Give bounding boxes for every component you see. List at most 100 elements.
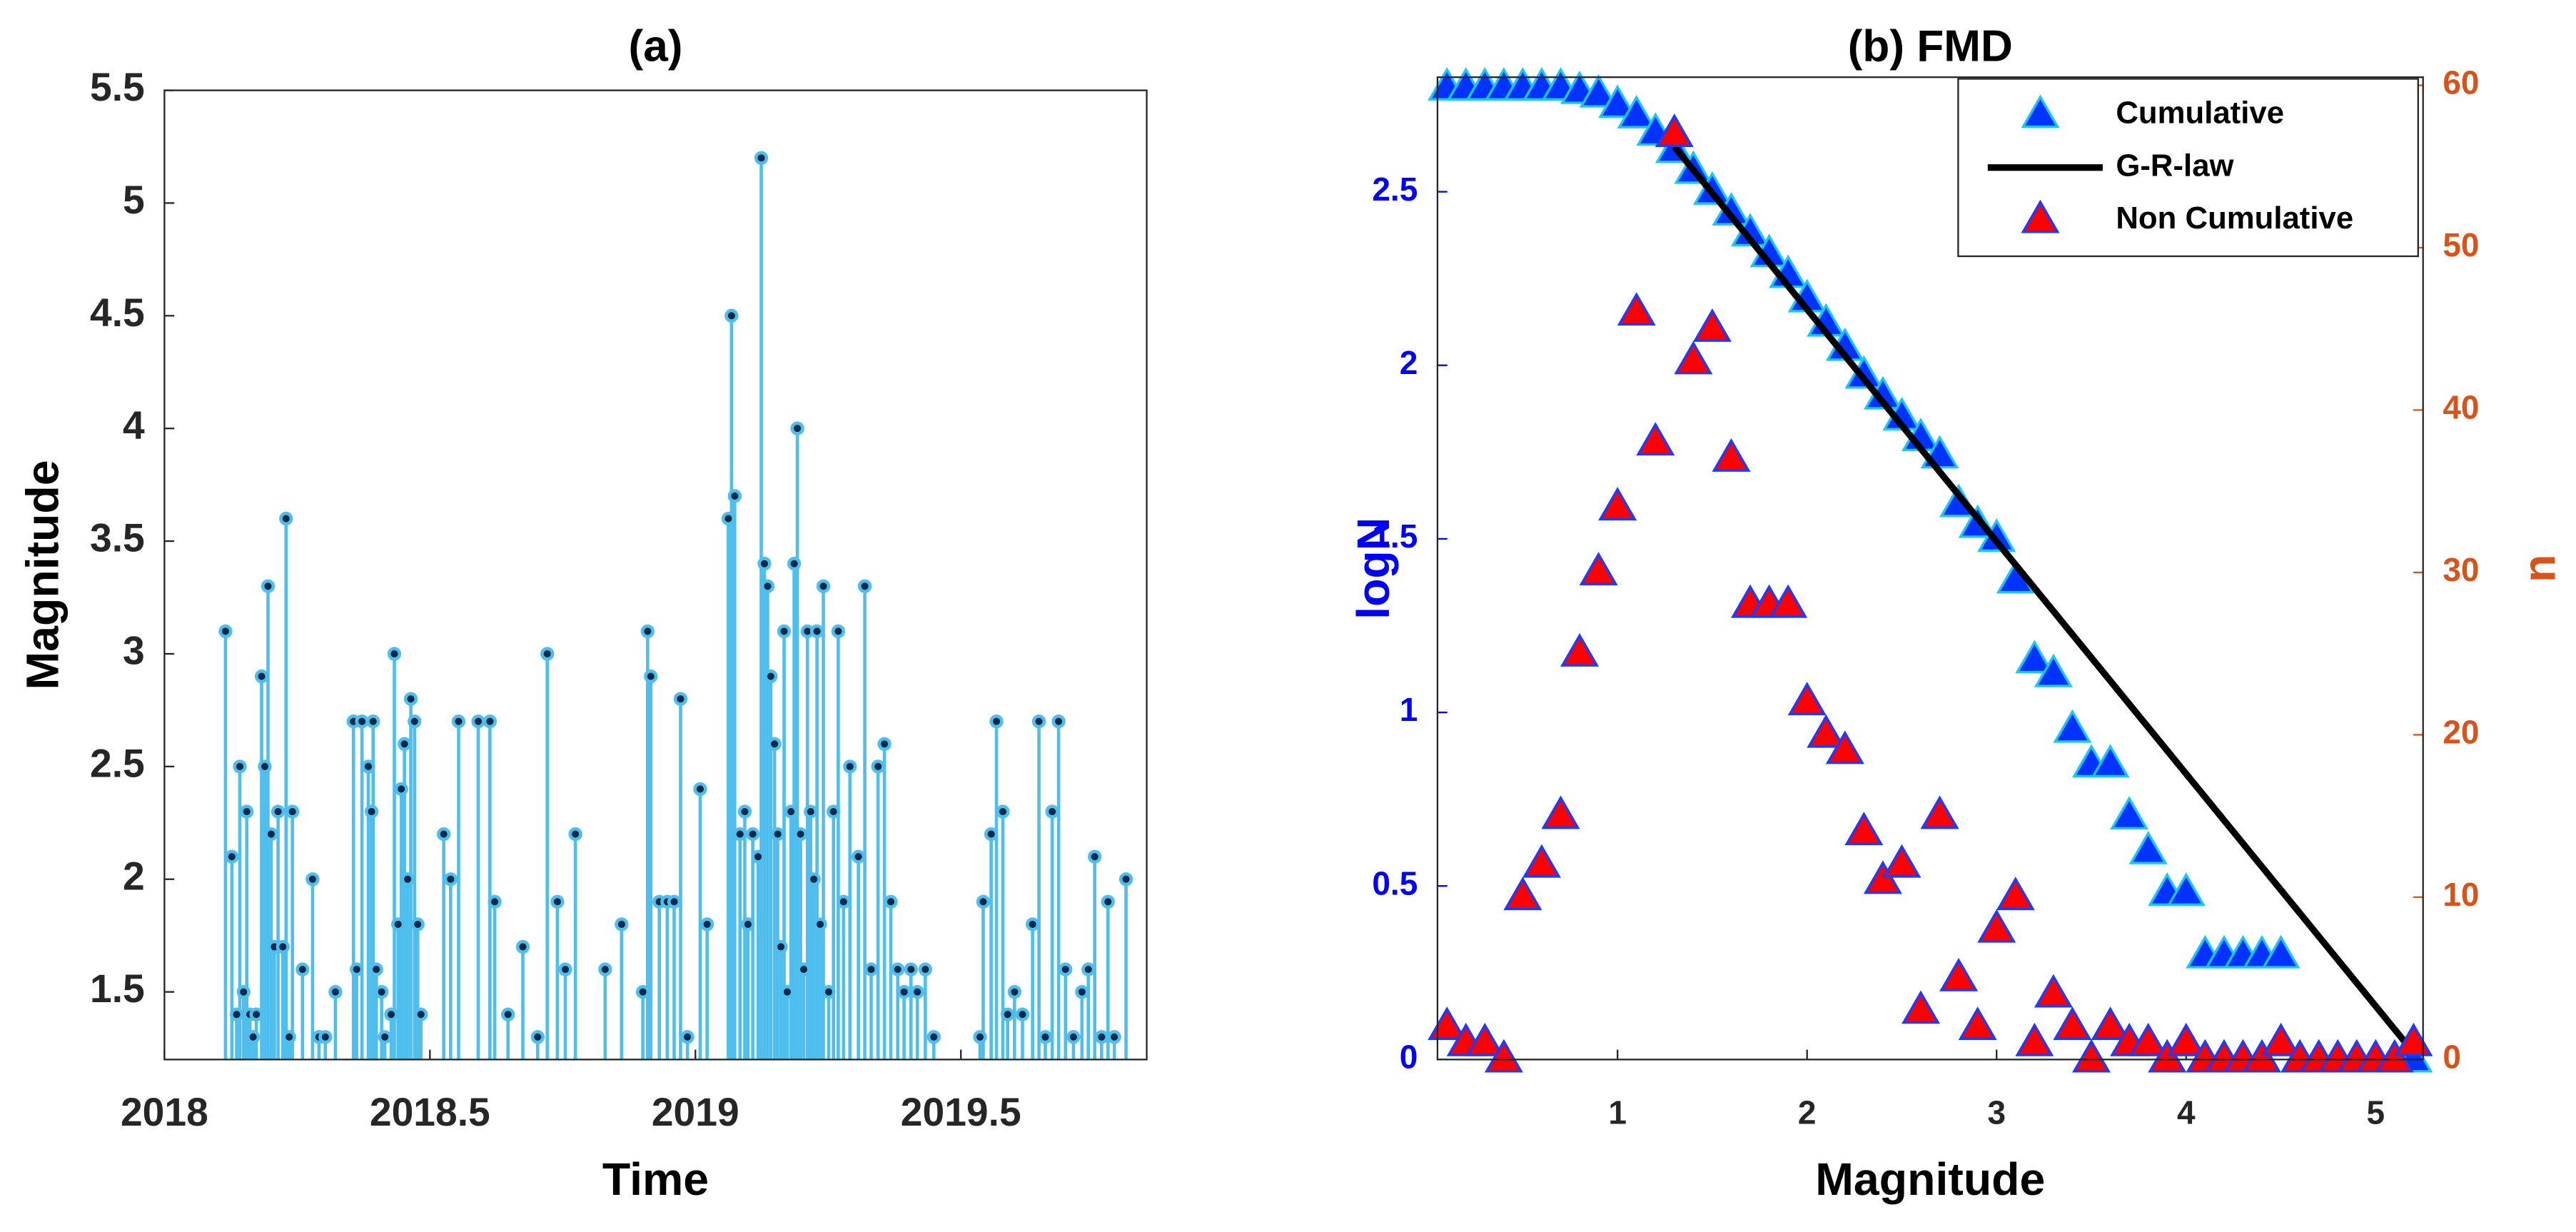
- legend-label: Cumulative: [2116, 96, 2284, 131]
- legend-label: Non Cumulative: [2116, 201, 2353, 236]
- triangle-marker: [1825, 730, 1864, 764]
- stem-marker: [926, 1030, 941, 1044]
- stem-marker: [279, 511, 293, 526]
- triangle-marker: [2015, 640, 2054, 674]
- stem-marker: [724, 308, 739, 323]
- stem-marker: [976, 894, 991, 909]
- stem-marker: [784, 804, 798, 819]
- stem-marker: [1025, 917, 1040, 931]
- stem-marker: [1051, 715, 1066, 729]
- triangle-marker: [1977, 909, 2016, 943]
- triangle-marker: [2166, 1022, 2206, 1056]
- y2-tick-label: 20: [2443, 714, 2479, 751]
- x-tick-label: 1: [1608, 1094, 1627, 1131]
- stem-marker: [1088, 849, 1102, 864]
- x-axis-label: Magnitude: [1815, 1153, 2045, 1205]
- triangle-marker: [2148, 1039, 2187, 1073]
- stem-marker: [1015, 1007, 1030, 1021]
- x-tick-label: 2018.5: [370, 1090, 490, 1134]
- triangle-marker: [1579, 552, 1618, 586]
- triangle-marker: [1617, 292, 1656, 326]
- stem-marker: [1118, 872, 1133, 887]
- stem-marker: [261, 579, 276, 593]
- triangle-marker: [2053, 709, 2092, 743]
- x-tick-label: 2: [1798, 1094, 1817, 1131]
- stem-marker: [550, 894, 565, 909]
- stem-marker: [787, 557, 802, 571]
- triangle-marker: [1674, 340, 1713, 375]
- stem-marker: [774, 939, 788, 954]
- stem-marker: [780, 984, 794, 999]
- stem-marker: [816, 579, 831, 593]
- y2-tick-label: 60: [2443, 64, 2479, 101]
- y2-tick-label: 0: [2443, 1039, 2461, 1076]
- stem-marker: [374, 984, 389, 999]
- triangle-marker: [1484, 1039, 1523, 1073]
- triangle-marker: [2110, 796, 2149, 830]
- stem-marker: [822, 984, 836, 999]
- triangle-marker: [1958, 1006, 1997, 1041]
- stem-marker: [904, 962, 918, 976]
- stem-marker: [751, 849, 765, 864]
- stem-marker: [276, 939, 290, 954]
- stem-marker: [225, 849, 239, 864]
- stem-marker: [568, 827, 582, 842]
- triangle-marker: [1769, 584, 1808, 618]
- triangle-marker: [1579, 74, 1618, 108]
- chart-title: (b) FMD: [1848, 21, 2013, 71]
- stem-marker: [777, 624, 792, 639]
- stem-marker: [699, 917, 714, 931]
- triangle-marker: [1901, 990, 1941, 1024]
- stem-marker: [1081, 962, 1096, 976]
- triangle-marker: [1636, 422, 1675, 456]
- triangle-marker: [1787, 682, 1827, 716]
- stem-marker: [410, 917, 425, 931]
- y-tick-label: 1: [1400, 691, 1418, 728]
- x-tick-label: 3: [1987, 1094, 2006, 1131]
- stem-marker: [871, 759, 885, 774]
- stem-marker: [1066, 1030, 1081, 1044]
- y-axis-label: Magnitude: [17, 460, 69, 690]
- x-tick-label: 2019: [652, 1090, 739, 1134]
- stem-marker: [770, 827, 785, 842]
- stem-marker: [408, 715, 422, 729]
- stem-marker: [1075, 984, 1089, 999]
- y-tick-label: 4: [123, 403, 145, 448]
- stem-marker: [1045, 804, 1059, 819]
- triangle-marker: [2166, 872, 2206, 907]
- triangle-marker: [2072, 1039, 2111, 1073]
- y2-tick-label: 50: [2443, 226, 2479, 263]
- stem-marker: [918, 962, 933, 976]
- x-tick-label: 4: [2177, 1094, 2196, 1131]
- y2-tick-label: 10: [2443, 876, 2479, 913]
- stem-marker: [837, 894, 851, 909]
- stem-marker: [727, 489, 742, 503]
- stem-marker: [973, 1030, 987, 1044]
- stem-marker: [397, 737, 412, 751]
- stem-marker: [296, 962, 310, 976]
- stem-marker: [754, 151, 769, 165]
- stem-marker: [757, 557, 772, 571]
- stem-marker: [394, 782, 408, 797]
- stem-marker: [851, 849, 866, 864]
- stem-marker: [233, 759, 247, 774]
- stem-marker: [809, 624, 824, 639]
- triangle-marker: [2128, 1022, 2168, 1056]
- stem-marker: [843, 759, 857, 774]
- chart-title: (a): [629, 21, 683, 71]
- triangle-marker: [2394, 1022, 2433, 1056]
- triangle-marker: [2375, 1039, 2414, 1073]
- triangle-marker: [1920, 795, 1959, 829]
- stem-marker: [391, 917, 405, 931]
- stem-marker: [254, 669, 269, 684]
- triangle-marker: [1939, 957, 1979, 991]
- triangle-marker: [1541, 795, 1580, 829]
- triangle-marker: [1655, 113, 1694, 147]
- y-tick-label: 1.5: [1372, 517, 1418, 555]
- stem-marker: [1101, 894, 1115, 909]
- triangle-marker: [2053, 1006, 2092, 1041]
- stem-marker: [501, 1007, 515, 1021]
- stem-marker: [831, 624, 846, 639]
